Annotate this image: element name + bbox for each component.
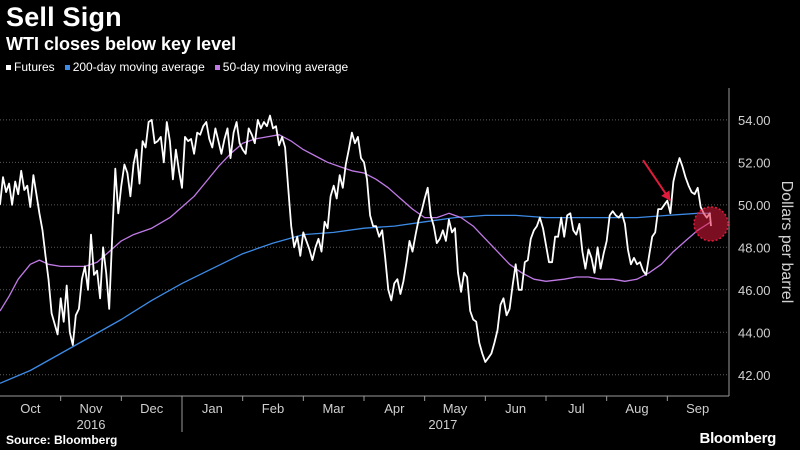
x-tick-label-feb: Feb [262,401,284,416]
x-tick-label-aug: Aug [625,401,648,416]
x-tick-label-dec: Dec [140,401,164,416]
chart-title: Sell Sign [6,2,122,32]
x-tick-label-apr: Apr [384,401,405,416]
legend-swatch-200-day [64,64,70,70]
y-tick-label-50: 50.00 [738,198,771,213]
legend-label-50-day: 50-day moving average [222,60,349,74]
legend-label-futures: Futures [14,60,55,74]
legend-item-50-day: 50-day moving average [214,60,349,74]
legend: Futures 200-day moving average 50-day mo… [6,60,348,74]
x-tick-label-jan: Jan [202,401,223,416]
x-tick-label-nov: Nov [79,401,103,416]
x-tick-label-jul: Jul [568,401,585,416]
x-year-label-2016: 2016 [77,417,106,432]
legend-swatch-50-day [214,64,220,70]
legend-item-200-day: 200-day moving average [64,60,205,74]
y-tick-label-42: 42.00 [738,368,771,383]
legend-label-200-day: 200-day moving average [72,60,205,74]
y-tick-label-48: 48.00 [738,240,771,255]
series-line-200-day-moving-average [0,212,711,384]
series-line-futures [0,114,712,363]
bloomberg-logo: Bloomberg [699,430,777,447]
annotation-arrow-head [661,190,671,201]
legend-item-futures: Futures [6,60,55,74]
x-tick-label-sep: Sep [686,401,709,416]
highlight-circle [693,206,729,242]
y-tick-label-46: 46.00 [738,283,771,298]
x-year-label-2017: 2017 [428,417,457,432]
y-axis-label: Dollars per barrel [778,181,795,304]
series-line-50-day-moving-average [0,134,712,312]
legend-swatch-futures [6,64,11,70]
source-note: Source: Bloomberg [6,433,118,447]
y-tick-label-54: 54.00 [738,113,771,128]
x-tick-label-may: May [443,401,468,416]
chart-subtitle: WTI closes below key level [6,34,237,54]
x-tick-label-oct: Oct [20,401,41,416]
x-tick-label-jun: Jun [505,401,526,416]
x-tick-label-mar: Mar [322,401,345,416]
y-tick-label-52: 52.00 [738,155,771,170]
y-tick-label-44: 44.00 [738,325,771,340]
